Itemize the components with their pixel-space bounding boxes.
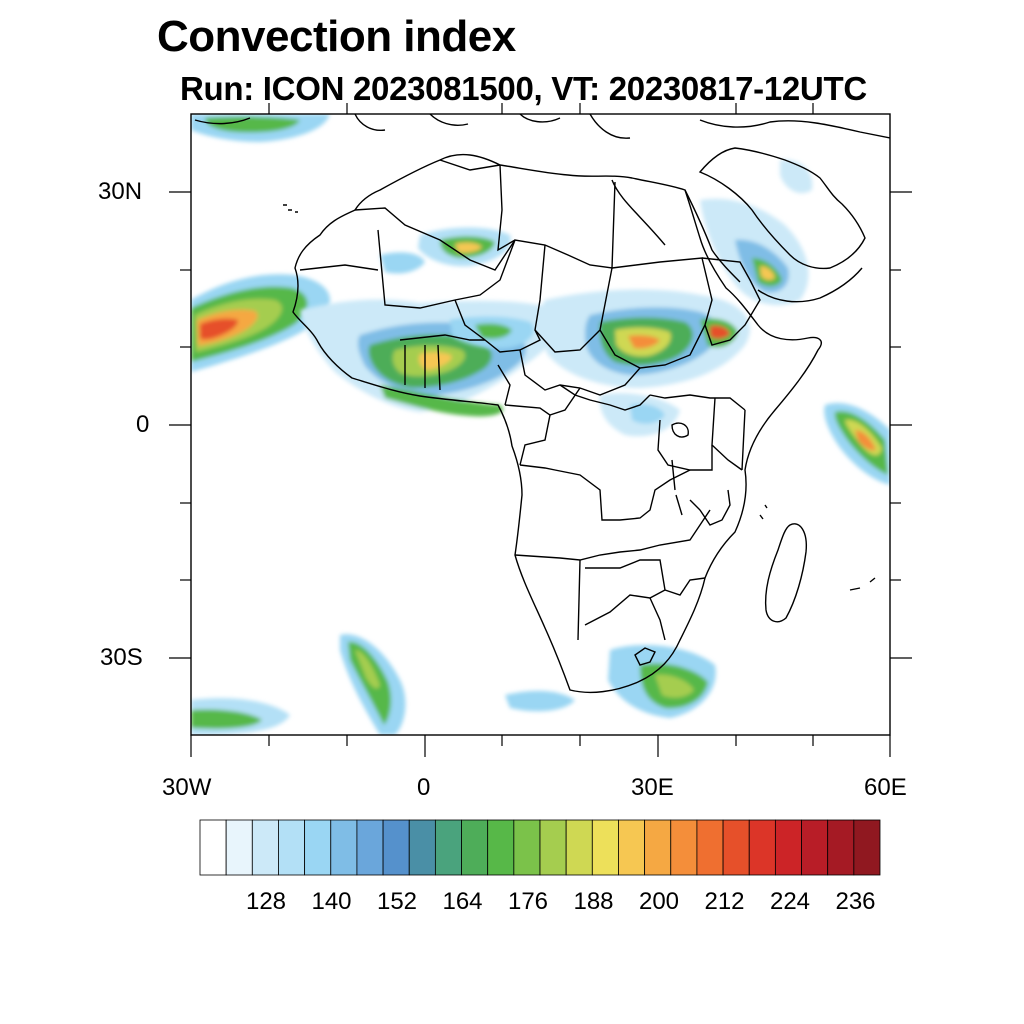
colorbar-swatch	[408, 819, 436, 876]
axis-ticks	[169, 103, 912, 757]
convection-indian-ocean	[824, 402, 890, 485]
colorbar-swatch	[199, 819, 227, 876]
colorbar-swatch	[618, 819, 646, 876]
colorbar-swatch	[539, 819, 567, 876]
convection-south-atlantic	[191, 634, 575, 735]
colorbar-label: 176	[507, 888, 549, 915]
chart-title: Convection index	[157, 12, 516, 61]
colorbar-swatch	[696, 819, 724, 876]
convection-sahara	[380, 227, 511, 274]
colorbar-swatch	[461, 819, 489, 876]
colorbar-label: 128	[245, 888, 287, 915]
colorbar-swatch	[591, 819, 619, 876]
africa-coastline	[292, 153, 822, 694]
lon-label-0: 0	[417, 774, 431, 801]
colorbar-swatch	[278, 819, 306, 876]
lat-label-30s: 30S	[100, 644, 143, 671]
colorbar-swatch	[565, 819, 593, 876]
colorbar-swatch	[513, 819, 541, 876]
colorbar-swatch	[487, 819, 515, 876]
colorbar-label: 152	[376, 888, 418, 915]
colorbar-label: 200	[638, 888, 680, 915]
colorbar-swatch	[722, 819, 750, 876]
coastlines-borders	[194, 114, 890, 694]
lat-label-0: 0	[136, 411, 150, 438]
colorbar-label: 164	[442, 888, 483, 915]
colorbar-label: 140	[311, 888, 352, 915]
convection-field	[191, 114, 890, 735]
colorbar-swatch	[251, 819, 279, 876]
convection-mediterranean	[191, 114, 330, 142]
colorbar-label: 224	[769, 888, 811, 915]
madagascar	[764, 523, 807, 623]
lon-label-30w: 30W	[162, 774, 212, 801]
lat-label-30n: 30N	[98, 178, 143, 205]
colorbar-swatch	[225, 819, 253, 876]
chart-subtitle: Run: ICON 2023081500, VT: 20230817-12UTC	[180, 70, 867, 107]
colorbar-label: 212	[704, 888, 745, 915]
lon-label-60e: 60E	[864, 774, 907, 801]
colorbar-swatch	[670, 819, 698, 876]
colorbar-swatch	[434, 819, 462, 876]
colorbar-swatch	[356, 819, 384, 876]
convection-south-africa	[608, 645, 716, 718]
colorbar-swatch	[853, 819, 881, 876]
colorbar-swatch	[801, 819, 829, 876]
colorbar-swatch	[304, 819, 332, 876]
colorbar-swatch	[330, 819, 358, 876]
colorbar-swatch	[644, 819, 672, 876]
convection-sudan-ethiopia	[539, 289, 750, 388]
lon-label-30e: 30E	[631, 774, 674, 801]
colorbar-label: 236	[835, 888, 876, 915]
arabian-peninsula	[698, 147, 866, 270]
colorbar-label: 188	[573, 888, 614, 915]
convection-atlantic	[191, 274, 331, 372]
colorbar-swatch	[748, 819, 776, 876]
colorbar-swatch	[774, 819, 802, 876]
colorbar-swatch	[382, 819, 410, 876]
colorbar-swatch	[827, 819, 855, 876]
